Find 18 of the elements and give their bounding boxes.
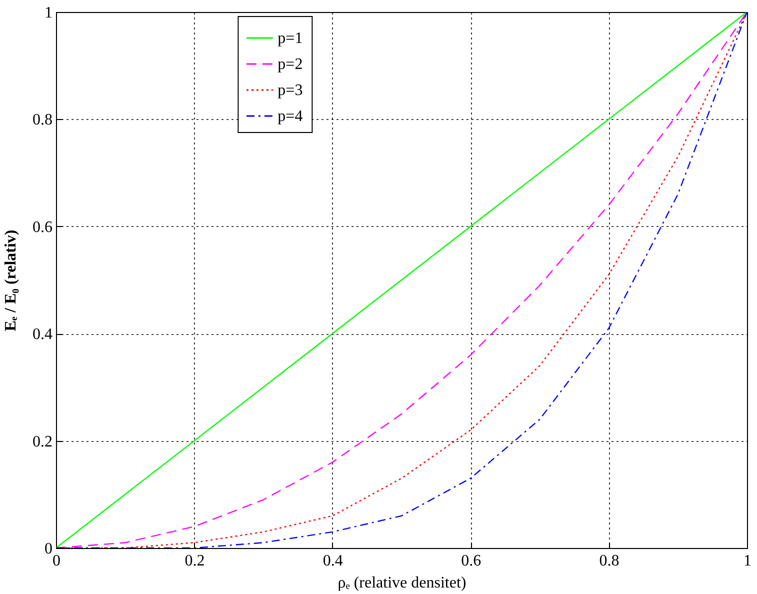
x-tick-label: 0.4 [322, 552, 343, 570]
x-axis-title: ρₑ (relative densitet) [338, 574, 466, 592]
legend-label: p=2 [278, 56, 303, 73]
legend-label: p=3 [278, 82, 303, 99]
y-tick-label: 0.2 [32, 433, 52, 450]
x-tick-label: 0.8 [599, 552, 620, 570]
y-tick-label: 0 [44, 540, 52, 558]
y-axis-title: Eₑ / E₀ (relativ) [2, 230, 20, 332]
x-tick-label: 0.6 [461, 552, 482, 570]
y-tick-label: 0.8 [32, 112, 52, 129]
legend-label: p=1 [278, 30, 303, 47]
x-tick-label: 0.2 [184, 552, 205, 570]
y-tick-label: 0.6 [32, 218, 52, 236]
legend-label: p=4 [278, 108, 303, 125]
x-tick-label: 1 [744, 552, 752, 570]
y-tick-label: 1 [44, 4, 52, 22]
y-tick-label: 0.4 [32, 326, 52, 344]
line-series [56, 12, 747, 548]
